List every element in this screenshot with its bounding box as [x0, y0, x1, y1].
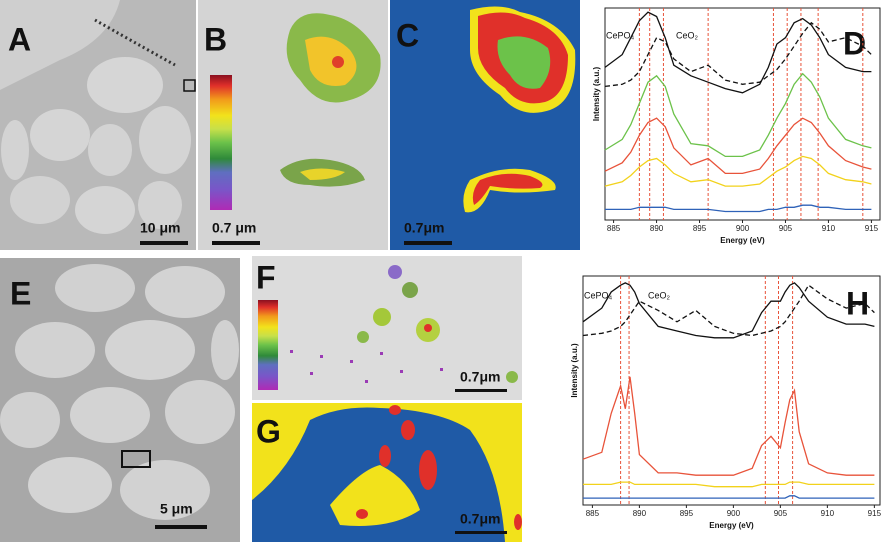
panel-g-image: [252, 403, 522, 542]
panel-label: C: [396, 17, 419, 53]
x-tick-label: 900: [736, 224, 750, 233]
scale-bar-label: 0.7μm: [460, 369, 500, 385]
spectrum-line: [604, 72, 872, 158]
spectrum-line: [582, 284, 875, 337]
panel-a-image: [0, 0, 196, 250]
spectrum-line: [604, 155, 872, 187]
plot-frame: [582, 275, 881, 506]
x-tick-label: 915: [868, 509, 882, 518]
x-axis-label: Energy (eV): [709, 521, 754, 530]
spectrum-line: [605, 204, 872, 213]
x-tick-label: 915: [865, 224, 879, 233]
curve-annotation: CeO₂: [676, 30, 699, 40]
curve-annotation: CePO₄: [606, 30, 635, 40]
x-axis-label: Energy (eV): [720, 236, 765, 245]
x-tick-label: 885: [586, 509, 600, 518]
panel-label: B: [204, 21, 227, 57]
x-tick-label: 895: [680, 509, 694, 518]
spectrum-line: [604, 117, 872, 175]
plot-frame: [604, 7, 881, 221]
x-tick-label: 890: [650, 224, 664, 233]
scale-bar-label: 10 μm: [140, 220, 180, 236]
x-tick-label: 890: [633, 509, 647, 518]
spectrum-line: [604, 11, 872, 94]
panel-label: D: [843, 25, 866, 61]
y-axis-label: Intensity (a.u.): [592, 67, 601, 122]
y-axis-label: Intensity (a.u.): [570, 343, 579, 398]
x-tick-label: 895: [693, 224, 707, 233]
curve-annotation: CeO₂: [648, 290, 671, 300]
panel-label: A: [8, 21, 31, 57]
scale-bar-label: 0.7μm: [404, 220, 444, 236]
panel-e-image: [0, 258, 240, 542]
spectrum-line: [604, 21, 872, 88]
x-tick-label: 905: [774, 509, 788, 518]
panel-label: H: [846, 285, 869, 321]
scale-bar-label: 5 μm: [160, 501, 193, 517]
x-tick-label: 885: [607, 224, 621, 233]
spectrum-line: [583, 495, 875, 499]
panel-label: F: [256, 259, 276, 295]
panel-b-image: [198, 0, 388, 250]
panel-c-image: [390, 0, 580, 250]
x-tick-label: 910: [821, 509, 835, 518]
spectrum-line: [583, 481, 875, 488]
panel-label: G: [256, 413, 281, 449]
scale-bar-label: 0.7μm: [460, 511, 500, 527]
curve-annotation: CePO₄: [584, 290, 613, 300]
spectrum-line: [582, 376, 875, 476]
spectrum-line: [582, 282, 875, 339]
panel-f-image: [252, 256, 522, 400]
x-tick-label: 905: [779, 224, 793, 233]
x-tick-label: 900: [727, 509, 741, 518]
scale-bar-label: 0.7 μm: [212, 220, 256, 236]
x-tick-label: 910: [822, 224, 836, 233]
panel-label: E: [10, 275, 31, 311]
